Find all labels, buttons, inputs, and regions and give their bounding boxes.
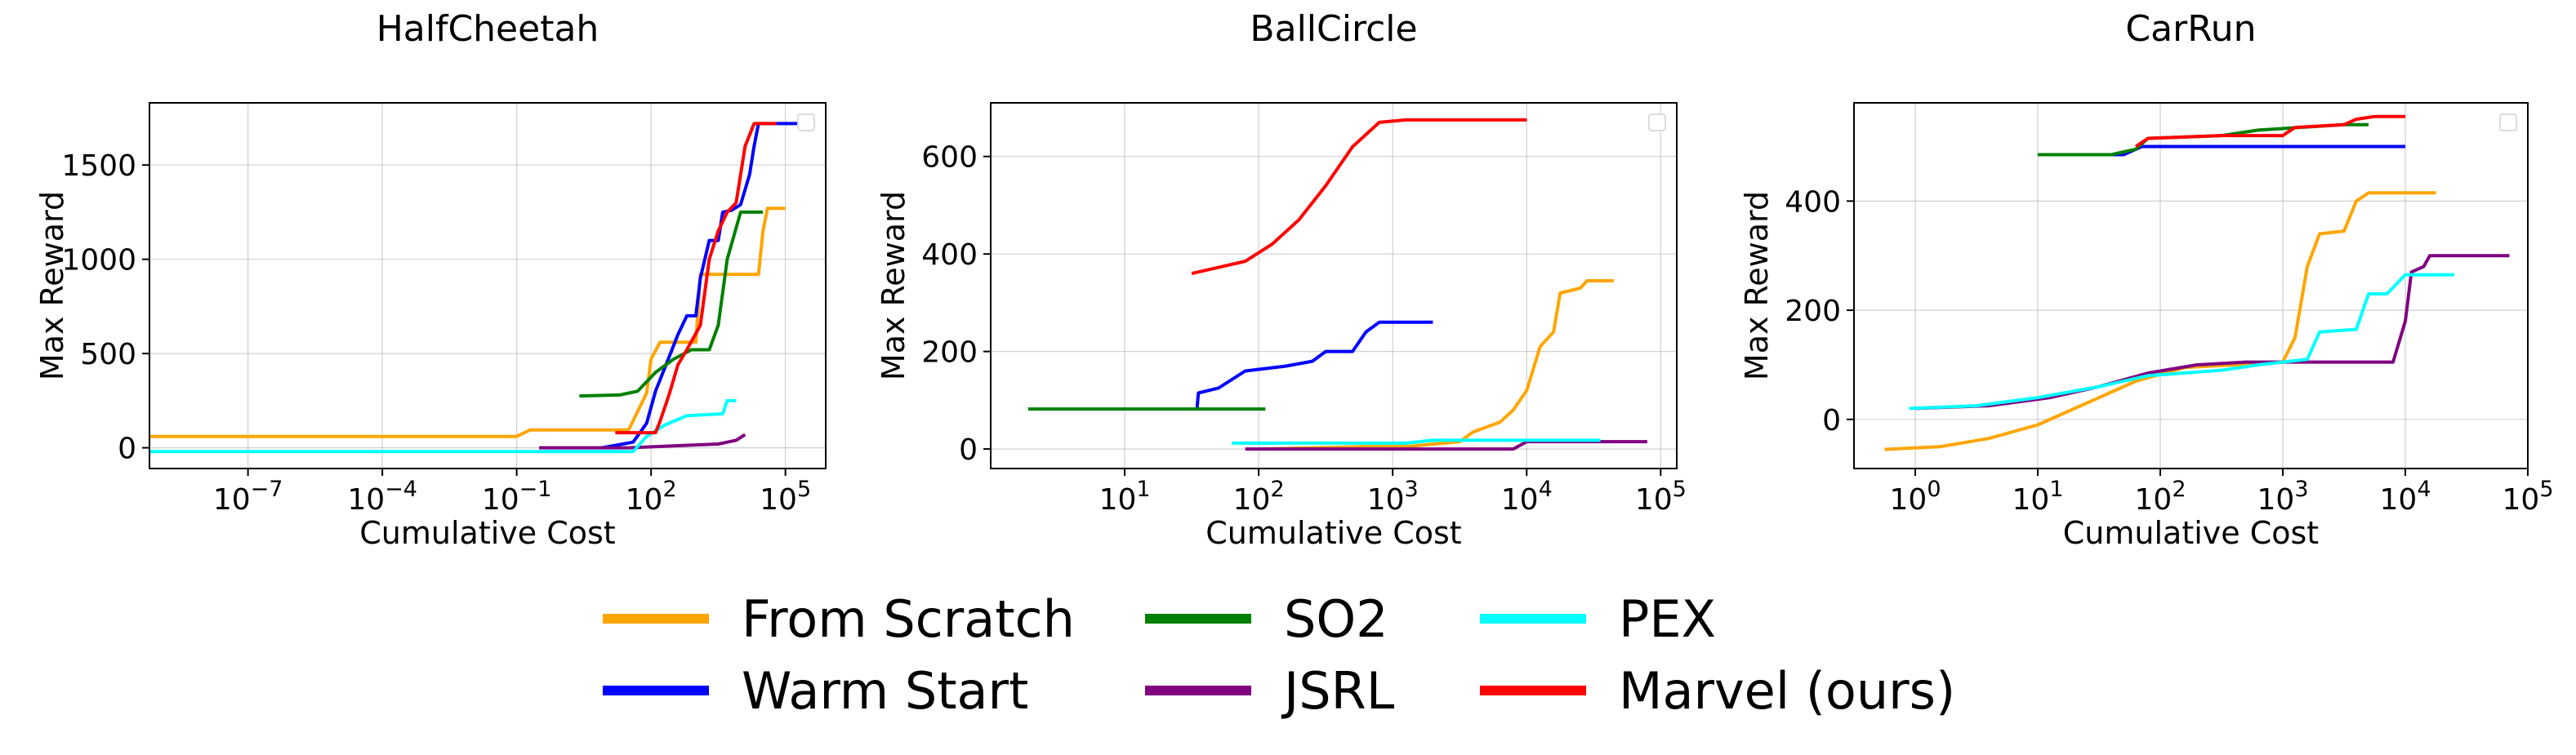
y-tick-label: 400: [921, 238, 978, 272]
legend-item-from-scratch: From Scratch: [603, 589, 1075, 649]
plot-frame: [149, 102, 827, 469]
legend-item-so2: SO2: [1145, 589, 1388, 649]
series-line-pex: [1232, 438, 1601, 445]
chart-title: HalfCheetah: [377, 8, 599, 50]
series-line-jsrl: [1914, 254, 2510, 411]
chart-1: 0 500 1000 1500 10−7 10−4 10−1 102 105 HalfCheeta…: [34, 8, 827, 551]
plot-frame: [990, 102, 1678, 469]
legend-item-warm-start: Warm Start: [603, 661, 1028, 721]
y-tick-label: 500: [80, 338, 136, 371]
legend-stub: [2499, 113, 2517, 131]
x-tick-label: 10−1: [482, 477, 552, 517]
legend-item-jsrl: JSRL: [1145, 661, 1395, 721]
x-tick-label: 104: [2380, 477, 2431, 517]
x-tick-label: 10−4: [347, 477, 417, 517]
x-tick-label: 103: [2257, 477, 2309, 517]
grid: [149, 103, 826, 469]
series-line-so2: [2038, 122, 2369, 157]
y-tick-label: 200: [921, 336, 978, 370]
series-group: [1884, 114, 2510, 451]
y-tick-label: 0: [118, 433, 136, 466]
x-tick-label: 102: [626, 477, 677, 517]
series-line-pex: [149, 398, 737, 454]
legend-item-marvel-ours: Marvel (ours): [1480, 661, 1955, 721]
series-group: [1027, 118, 1647, 451]
x-tick-label: 100: [1890, 477, 1941, 517]
legend-label: PEX: [1619, 589, 1716, 649]
x-axis-label: Cumulative Cost: [359, 515, 615, 551]
legend-label: JSRL: [1281, 661, 1395, 721]
series-line-marvel-ours: [1191, 118, 1527, 276]
y-tick-label: 400: [1785, 185, 1841, 219]
x-tick-label: 102: [1233, 477, 1285, 517]
series-line-marvel-ours: [615, 122, 777, 435]
chart-2: 0 200 400 600 101 102 103 104 105 BallCircle Cumul…: [876, 8, 1687, 551]
x-tick-label: 102: [2135, 477, 2186, 517]
series-line-warm-start: [1195, 320, 1433, 408]
legend-label: Warm Start: [742, 661, 1028, 721]
grid: [991, 103, 1677, 469]
y-axis-label: Max Reward: [876, 191, 911, 380]
x-tick-label: 101: [1099, 477, 1151, 517]
plot-frame: [1853, 102, 2529, 469]
chart-3: 0 200 400 100 101 102 103 104 105 CarRun Cumulativ…: [1739, 8, 2554, 551]
x-tick-label: 104: [1501, 477, 1553, 517]
y-axis-label: Max Reward: [1739, 191, 1775, 380]
series-line-so2: [579, 210, 764, 398]
legend-stub: [797, 113, 815, 131]
chart-title: BallCircle: [1250, 8, 1417, 50]
series-line-pex: [1909, 273, 2454, 411]
y-tick-label: 1500: [61, 149, 136, 183]
y-tick-label: 0: [1822, 404, 1841, 437]
y-tick-label: 0: [959, 433, 978, 467]
y-tick-label: 600: [921, 141, 978, 175]
x-tick-label: 10−7: [213, 477, 283, 517]
y-tick-label: 1000: [61, 244, 136, 278]
legend-stub: [1648, 113, 1666, 131]
series-group: [149, 122, 804, 454]
x-tick-label: 105: [760, 477, 811, 517]
series-line-jsrl: [539, 433, 747, 450]
legend-label: Marvel (ours): [1619, 661, 1955, 721]
y-axis-label: Max Reward: [34, 191, 70, 380]
legend-label: SO2: [1284, 589, 1388, 649]
x-axis-label: Cumulative Cost: [2063, 515, 2319, 551]
x-tick-label: 101: [2012, 477, 2064, 517]
series-line-from-scratch: [149, 207, 786, 438]
legend: From Scratch SO2 PEX Warm Start JSRL Marvel (…: [603, 589, 1955, 721]
legend-label: From Scratch: [742, 589, 1075, 649]
x-tick-label: 105: [2502, 477, 2554, 517]
grid: [1854, 103, 2529, 469]
series-line-warm-start: [601, 122, 804, 450]
chart-title: CarRun: [2125, 8, 2256, 50]
x-tick-label: 103: [1367, 477, 1419, 517]
y-tick-label: 200: [1785, 295, 1841, 328]
legend-item-pex: PEX: [1480, 589, 1716, 649]
series-line-marvel-ours: [2134, 114, 2405, 149]
x-tick-label: 105: [1635, 477, 1687, 517]
x-axis-label: Cumulative Cost: [1206, 515, 1461, 551]
series-line-from-scratch: [1259, 279, 1614, 451]
